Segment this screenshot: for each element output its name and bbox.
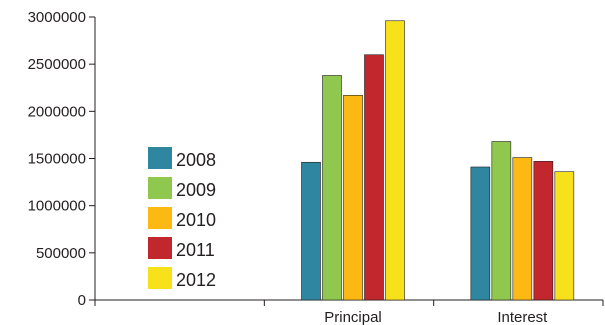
y-tick-label: 1500000 bbox=[28, 151, 86, 168]
y-tick-label: 1000000 bbox=[28, 198, 86, 215]
y-tick-label: 3000000 bbox=[28, 9, 86, 26]
bar-2008-principal bbox=[301, 161, 321, 301]
bar-2012-principal bbox=[385, 20, 405, 301]
legend-swatch-2012 bbox=[148, 267, 172, 289]
legend-label-2008: 2008 bbox=[176, 150, 216, 170]
legend-label-2011: 2011 bbox=[176, 240, 215, 260]
bar-2009-principal bbox=[322, 75, 342, 301]
bar-2011-interest bbox=[533, 161, 554, 301]
bar-2008-interest bbox=[470, 166, 491, 301]
x-category-label: Principal bbox=[324, 309, 382, 325]
bars bbox=[301, 20, 575, 301]
legend: 2008 2009 2010 2011 2012 bbox=[148, 147, 216, 290]
bar-2010-interest bbox=[512, 157, 533, 301]
legend-swatch-2011 bbox=[148, 237, 172, 259]
legend-label-2012: 2012 bbox=[176, 270, 216, 290]
bar-2009-interest bbox=[491, 141, 512, 301]
x-category-label: Interest bbox=[497, 309, 548, 325]
bar-2011-principal bbox=[364, 54, 384, 301]
bar-2012-interest bbox=[554, 171, 575, 301]
bar-2010-principal bbox=[343, 94, 363, 301]
y-tick-label: 2500000 bbox=[28, 56, 86, 73]
y-tick-label: 2000000 bbox=[28, 103, 86, 120]
legend-label-2009: 2009 bbox=[176, 180, 216, 200]
legend-swatch-2009 bbox=[148, 177, 172, 199]
legend-label-2010: 2010 bbox=[176, 210, 216, 230]
legend-swatch-2010 bbox=[148, 207, 172, 229]
legend-swatch-2008 bbox=[148, 147, 172, 169]
y-tick-label: 0 bbox=[78, 292, 86, 309]
y-tick-label: 500000 bbox=[36, 245, 86, 262]
y-axis: 0 500000 1000000 1500000 2000000 2500000 30000… bbox=[28, 9, 96, 309]
x-axis: Principal Interest bbox=[94, 299, 604, 325]
